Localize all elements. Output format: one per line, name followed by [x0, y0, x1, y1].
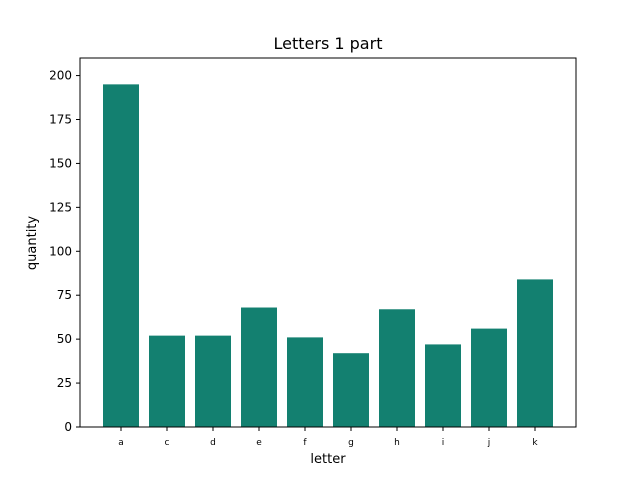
- x-tick-label-c: c: [165, 438, 170, 448]
- x-axis-label: letter: [310, 452, 346, 467]
- y-tick-label-175: 175: [49, 113, 72, 127]
- bar-a: [103, 84, 139, 427]
- bar-k: [517, 279, 553, 427]
- bar-j: [471, 328, 507, 427]
- y-tick-label-25: 25: [57, 376, 72, 390]
- bars-group: [103, 84, 553, 427]
- bar-i: [425, 344, 461, 427]
- x-tick-label-h: h: [394, 438, 400, 448]
- chart-title: Letters 1 part: [274, 34, 383, 53]
- x-tick-label-a: a: [118, 438, 124, 448]
- x-tick-label-f: f: [303, 438, 307, 448]
- y-tick-label-75: 75: [57, 288, 72, 302]
- y-tick-label-100: 100: [49, 244, 72, 258]
- y-tick-label-125: 125: [49, 200, 72, 214]
- x-tick-label-i: i: [442, 438, 445, 448]
- y-ticks-group: 0 25 50 75 100 125 150 175 200: [49, 69, 80, 434]
- y-tick-label-50: 50: [57, 332, 72, 346]
- x-tick-label-k: k: [532, 438, 538, 448]
- bar-g: [333, 353, 369, 427]
- bar-f: [287, 337, 323, 427]
- y-axis-label: quantity: [25, 216, 40, 271]
- bar-c: [149, 335, 185, 427]
- y-tick-label-0: 0: [64, 420, 72, 434]
- x-tick-label-d: d: [210, 438, 216, 448]
- y-tick-label-150: 150: [49, 156, 72, 170]
- plot-area-frame: [79, 57, 577, 428]
- x-tick-label-e: e: [256, 438, 262, 448]
- bar-d: [195, 335, 231, 427]
- x-tick-label-g: g: [348, 438, 354, 448]
- bar-h: [379, 309, 415, 427]
- y-tick-label-200: 200: [49, 69, 72, 83]
- x-tick-label-j: j: [487, 438, 491, 448]
- bar-e: [241, 307, 277, 427]
